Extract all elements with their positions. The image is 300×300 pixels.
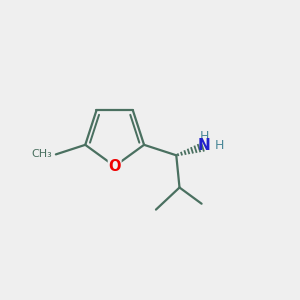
Text: H: H: [215, 140, 224, 152]
Text: H: H: [200, 130, 209, 143]
Text: O: O: [108, 159, 121, 174]
Text: CH₃: CH₃: [32, 149, 52, 159]
Text: N: N: [198, 138, 211, 153]
